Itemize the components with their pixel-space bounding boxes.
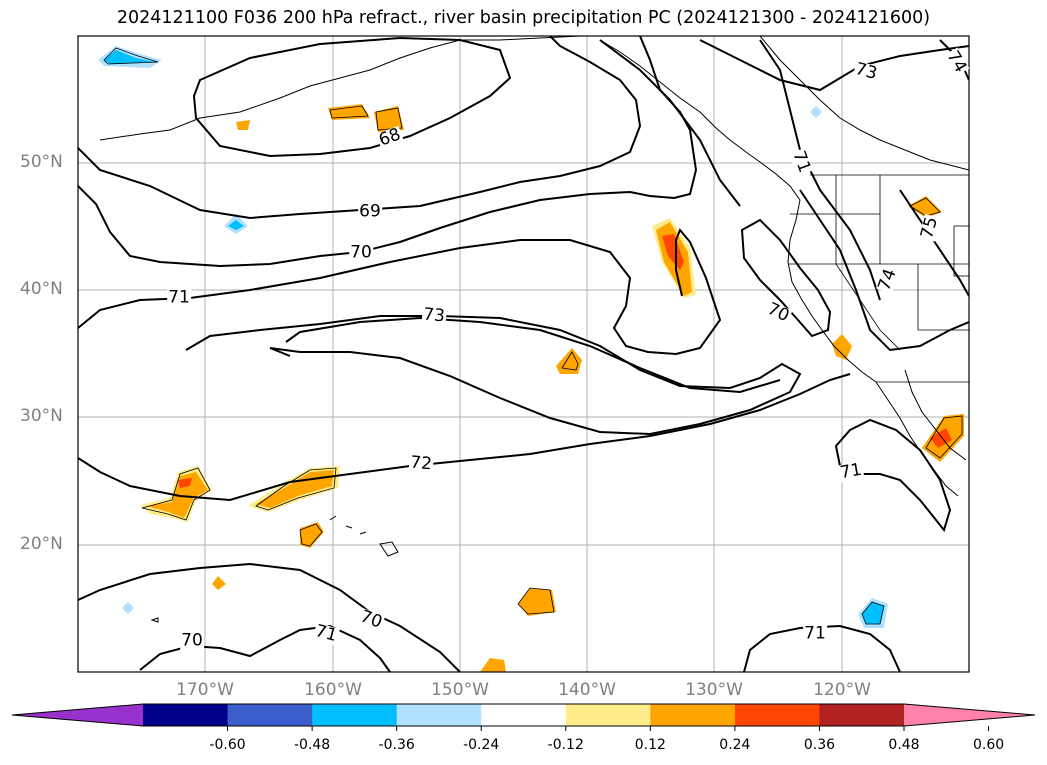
colorbar-tick-label: 0.48 (888, 737, 920, 753)
colorbar-tick-label: -0.60 (209, 737, 246, 753)
colorbar-tick-label: -0.12 (547, 737, 584, 753)
contour-value-label: 71 (803, 623, 827, 644)
coastlines (99, 36, 969, 623)
hawaii-islands (329, 515, 399, 557)
lon-tick-label: 170°W (176, 680, 234, 700)
lon-tick-label: 130°W (685, 680, 743, 700)
mexico-coast (904, 369, 967, 461)
contour-inner-73 (285, 316, 781, 394)
lat-tick-label: 20°N (20, 534, 63, 554)
colorbar-swatch (143, 704, 229, 726)
contour-72 (78, 373, 851, 502)
precip-blob (178, 478, 192, 488)
precip-blob (374, 106, 404, 132)
precip-blob (810, 106, 822, 118)
colorbar-tick-label: 0.60 (972, 737, 1005, 753)
alaska-panhandle (599, 39, 801, 201)
contour-68 (192, 36, 512, 158)
colorbar-tick-label: 0.24 (719, 737, 751, 753)
colorbar-swatch (227, 704, 313, 726)
precip-blob (236, 120, 250, 130)
alaska-coast (99, 36, 581, 141)
colorbar (11, 703, 1036, 731)
contour-69 (78, 36, 642, 220)
precip-blob (480, 658, 506, 672)
baja-california (875, 381, 959, 497)
contour-74 (699, 39, 969, 92)
contour-value-label: 69 (358, 201, 382, 222)
colorbar-swatch (481, 704, 567, 726)
colorbar-tick-label: -0.24 (463, 737, 500, 753)
lat-tick-label: 30°N (20, 406, 63, 426)
precip-blob (300, 522, 324, 548)
precip-blob (104, 50, 156, 64)
contour-70-south (139, 624, 391, 672)
contour-value-label: 72 (408, 452, 434, 475)
colorbar-tick-label: 0.36 (803, 737, 836, 753)
colorbar-swatch (734, 704, 820, 726)
contour-71-west (78, 228, 722, 356)
precip-blob (228, 220, 244, 230)
colorbar-swatch (565, 704, 651, 726)
colorbar-tick-label: 0.12 (634, 737, 666, 753)
lat-tick-label: 40°N (20, 279, 63, 299)
colorbar-tick-label: -0.48 (293, 737, 331, 753)
small-island (150, 617, 159, 623)
contour-north-east (599, 39, 741, 207)
precip-blob (518, 588, 556, 616)
colorbar-tick-label: -0.36 (378, 737, 415, 753)
colorbar-swatch (312, 704, 398, 726)
precip-blob (832, 334, 852, 360)
canada-coast (759, 36, 969, 171)
colorbar-swatch (650, 704, 736, 726)
contour-75-east (899, 189, 969, 297)
contour-70-north (78, 36, 698, 268)
contour-74-east (799, 189, 969, 352)
colorbar-extend-low (12, 704, 143, 726)
boundaries (788, 174, 969, 383)
map-frame (77, 35, 970, 673)
colorbar-swatch (396, 704, 482, 726)
precip-blob (908, 196, 942, 218)
contour-value-label: 70 (180, 630, 204, 651)
precip-blob (328, 104, 370, 120)
contour-value-label: 70 (349, 242, 373, 263)
lat-tick-label: 50°N (20, 152, 63, 172)
us-west-coast (787, 199, 877, 383)
map-title: 2024121100 F036 200 hPa refract., river … (116, 8, 931, 28)
contour-value-label: 71 (167, 287, 191, 308)
contour-70-coast (740, 218, 832, 338)
precip-blob (662, 234, 684, 270)
contour-value-label: 73 (421, 304, 447, 327)
precip-blob (212, 576, 226, 590)
lon-tick-label: 150°W (431, 680, 489, 700)
colorbar-outline (11, 703, 1036, 727)
precip-blob (122, 602, 134, 614)
contour-value-label: 71 (837, 459, 865, 484)
colorbar-extend-high (904, 704, 1035, 726)
gridlines (78, 36, 969, 672)
lon-tick-label: 140°W (558, 680, 616, 700)
colorbar-swatch (819, 704, 905, 726)
lon-tick-label: 160°W (304, 680, 362, 700)
lon-tick-label: 120°W (813, 680, 871, 700)
contour-71-south (78, 562, 461, 672)
contour-73 (185, 315, 802, 436)
